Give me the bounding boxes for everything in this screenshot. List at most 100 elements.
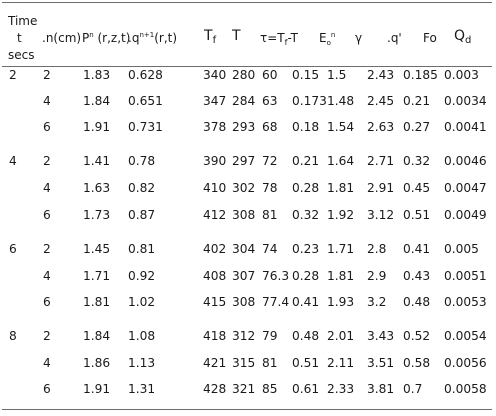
cell-t: 293 [232, 120, 256, 134]
cell-e: 0.48 [292, 329, 320, 343]
header-q: .qn+1(r,t) [128, 31, 177, 47]
cell-tf: 408 [203, 269, 227, 283]
cell-g: 1.81 [327, 181, 355, 195]
cell-q: 0.731 [128, 120, 163, 134]
cell-n: 4 [43, 269, 51, 283]
header-e-sup: n [330, 31, 336, 39]
cell-tau: 81 [262, 208, 278, 222]
cell-p: 1.63 [83, 181, 111, 195]
cell-e: 0.41 [292, 295, 320, 309]
cell-g: 1.48 [327, 94, 355, 108]
cell-fo: 0.45 [403, 181, 431, 195]
cell-fo: 0.7 [403, 382, 423, 396]
cell-fo: 0.58 [403, 356, 431, 370]
cell-e: 0.51 [292, 356, 320, 370]
cell-p: 1.91 [83, 120, 111, 134]
cell-tau: 72 [262, 154, 278, 168]
cell-qp: 2.43 [367, 68, 395, 82]
cell-tf: 402 [203, 242, 227, 256]
cell-tau: 78 [262, 181, 278, 195]
cell-qd: 0.0051 [444, 269, 487, 283]
cell-e: 0.173 [292, 94, 327, 108]
cell-q: 0.82 [128, 181, 156, 195]
cell-qd: 0.0034 [444, 94, 487, 108]
cell-t: 304 [232, 242, 256, 256]
header-gamma: γ [355, 31, 363, 45]
cell-qd: 0.0046 [444, 154, 487, 168]
cell-qp: 3.43 [367, 329, 395, 343]
cell-fo: 0.48 [403, 295, 431, 309]
header-pressure-args: (r,z,t) [93, 31, 131, 45]
cell-t: 315 [232, 356, 256, 370]
bottom-rule [2, 409, 492, 410]
cell-fo: 0.32 [403, 154, 431, 168]
header-rule [2, 66, 492, 67]
cell-tf: 421 [203, 356, 227, 370]
cell-t: 284 [232, 94, 256, 108]
cell-time: 4 [9, 154, 17, 168]
cell-qd: 0.0041 [444, 120, 487, 134]
cell-q: 0.92 [128, 269, 156, 283]
cell-p: 1.84 [83, 329, 111, 343]
cell-n: 2 [43, 154, 51, 168]
cell-qd: 0.005 [444, 242, 479, 256]
cell-qd: 0.003 [444, 68, 479, 82]
cell-q: 0.87 [128, 208, 156, 222]
cell-tau: 76.3 [262, 269, 290, 283]
header-qd-sub: d [465, 35, 472, 46]
cell-t: 312 [232, 329, 256, 343]
cell-qp: 2.91 [367, 181, 395, 195]
cell-fo: 0.43 [403, 269, 431, 283]
cell-t: 308 [232, 208, 256, 222]
header-t: T [232, 28, 241, 44]
cell-p: 1.45 [83, 242, 111, 256]
header-time-symbol: t [17, 31, 22, 45]
cell-fo: 0.21 [403, 94, 431, 108]
cell-q: 0.628 [128, 68, 163, 82]
cell-tf: 412 [203, 208, 227, 222]
cell-e: 0.28 [292, 181, 320, 195]
cell-tau: 77.4 [262, 295, 290, 309]
cell-p: 1.41 [83, 154, 111, 168]
cell-qp: 3.51 [367, 356, 395, 370]
cell-qd: 0.0058 [444, 382, 487, 396]
header-tau-main: τ=T [260, 31, 285, 45]
cell-n: 6 [43, 382, 51, 396]
cell-q: 0.651 [128, 94, 163, 108]
cell-g: 1.64 [327, 154, 355, 168]
cell-g: 1.71 [327, 242, 355, 256]
cell-tf: 390 [203, 154, 227, 168]
header-e: Eon [319, 31, 335, 47]
cell-p: 1.73 [83, 208, 111, 222]
cell-e: 0.18 [292, 120, 320, 134]
cell-t: 280 [232, 68, 256, 82]
cell-n: 2 [43, 68, 51, 82]
cell-tau: 63 [262, 94, 278, 108]
cell-qd: 0.0056 [444, 356, 487, 370]
cell-qp: 2.63 [367, 120, 395, 134]
cell-q: 1.02 [128, 295, 156, 309]
top-rule [2, 2, 492, 3]
header-time-unit: secs [8, 48, 35, 62]
cell-qd: 0.0054 [444, 329, 487, 343]
header-pressure: Pn (r,z,t) [82, 31, 130, 47]
header-fo: Fo [423, 31, 437, 45]
cell-qp: 2.8 [367, 242, 387, 256]
cell-p: 1.83 [83, 68, 111, 82]
cell-fo: 0.185 [403, 68, 438, 82]
cell-tau: 74 [262, 242, 278, 256]
cell-g: 1.54 [327, 120, 355, 134]
cell-q: 0.78 [128, 154, 156, 168]
cell-n: 2 [43, 329, 51, 343]
header-qd-main: Q [454, 28, 466, 44]
cell-g: 2.11 [327, 356, 355, 370]
cell-g: 2.33 [327, 382, 355, 396]
header-tau: τ=Tf-T [260, 31, 298, 47]
cell-p: 1.81 [83, 295, 111, 309]
cell-fo: 0.52 [403, 329, 431, 343]
cell-n: 4 [43, 356, 51, 370]
header-q-main: .q [128, 31, 140, 45]
cell-n: 4 [43, 94, 51, 108]
cell-qp: 2.9 [367, 269, 387, 283]
